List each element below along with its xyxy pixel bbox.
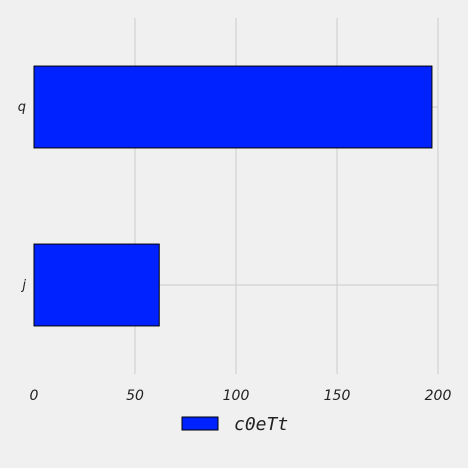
bar-j xyxy=(33,243,160,327)
legend: c0eTt xyxy=(181,414,288,435)
bar-q xyxy=(33,65,433,149)
legend-swatch xyxy=(181,416,219,431)
tick-label-j: j xyxy=(20,278,26,293)
tick-label-50: 50 xyxy=(126,388,144,404)
tick-label-200: 200 xyxy=(425,388,452,404)
bars xyxy=(33,65,433,327)
value-axis: 0 50 100 150 200 xyxy=(30,388,452,404)
category-axis: jq xyxy=(18,100,27,293)
tick-label-100: 100 xyxy=(223,388,250,404)
tick-label-0: 0 xyxy=(30,388,39,404)
legend-label: c0eTt xyxy=(234,414,288,435)
tick-label-150: 150 xyxy=(324,388,351,404)
tick-label-q: q xyxy=(18,100,26,115)
